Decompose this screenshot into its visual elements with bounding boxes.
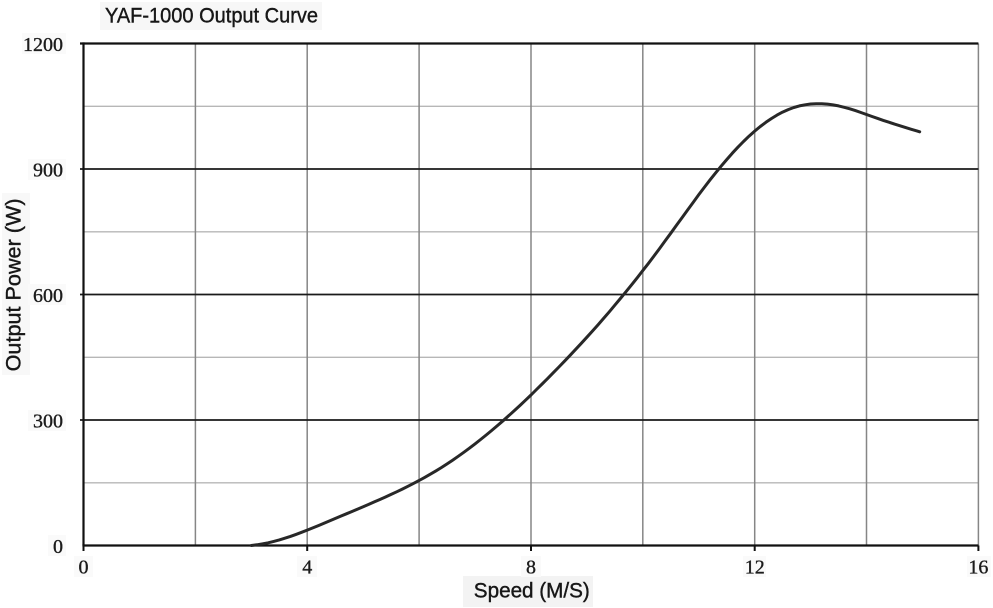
- svg-text:4: 4: [302, 556, 312, 578]
- svg-text:Speed (M/S): Speed (M/S): [474, 579, 590, 603]
- svg-text:12: 12: [745, 556, 765, 578]
- svg-text:900: 900: [33, 160, 63, 182]
- svg-text:8: 8: [526, 556, 536, 578]
- svg-text:300: 300: [33, 411, 63, 433]
- svg-text:YAF-1000 Output Curve: YAF-1000 Output Curve: [105, 4, 318, 28]
- svg-text:Output Power (W): Output Power (W): [2, 198, 26, 371]
- svg-text:0: 0: [79, 556, 89, 578]
- svg-text:1200: 1200: [23, 34, 63, 56]
- svg-text:0: 0: [53, 536, 63, 558]
- svg-text:16: 16: [968, 556, 988, 578]
- svg-text:600: 600: [33, 285, 63, 307]
